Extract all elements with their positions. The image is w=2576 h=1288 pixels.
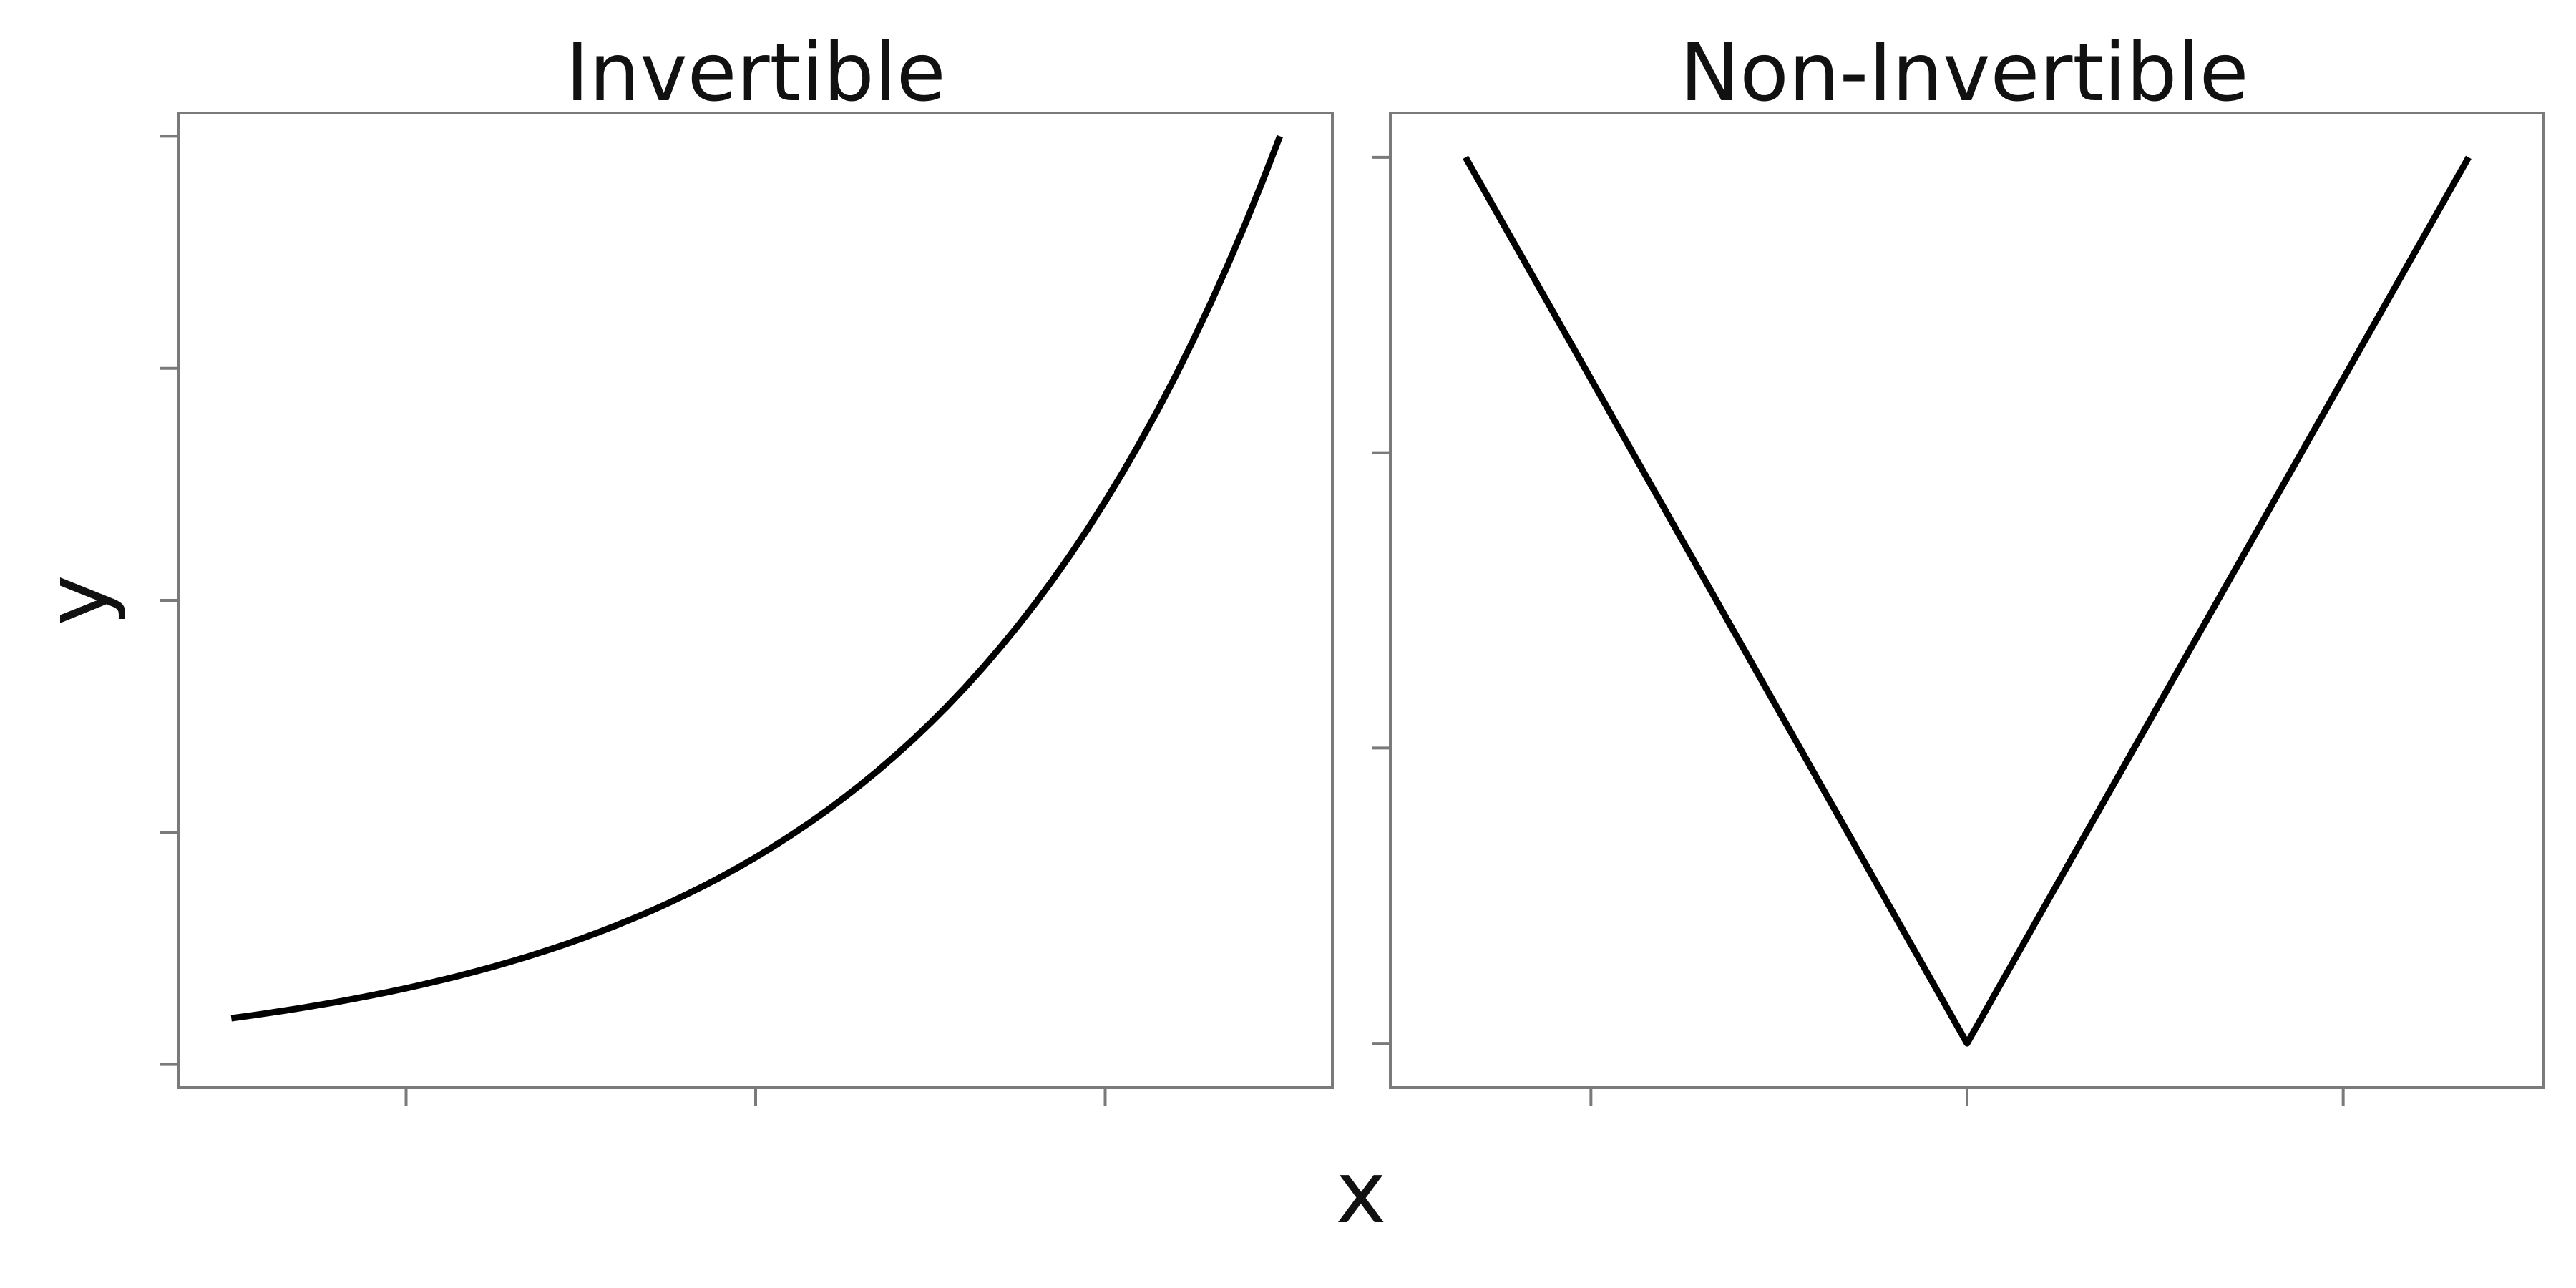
x-axis-label: x xyxy=(1335,1143,1386,1243)
plot-frame xyxy=(1389,112,2545,1089)
plot-frame xyxy=(177,112,1334,1089)
panel-title: Invertible xyxy=(565,26,945,119)
series-group xyxy=(230,135,1283,1022)
tick-marks xyxy=(160,135,1107,1106)
panel-non-invertible: Non-Invertible xyxy=(1372,26,2545,1106)
panel-invertible: Invertible xyxy=(160,26,1334,1106)
series-line xyxy=(1463,155,2472,1047)
y-axis-label: y xyxy=(29,575,128,625)
series-group xyxy=(1463,155,2472,1047)
panel-title: Non-Invertible xyxy=(1679,26,2248,119)
series-line xyxy=(230,135,1283,1022)
tick-marks xyxy=(1372,155,2345,1106)
